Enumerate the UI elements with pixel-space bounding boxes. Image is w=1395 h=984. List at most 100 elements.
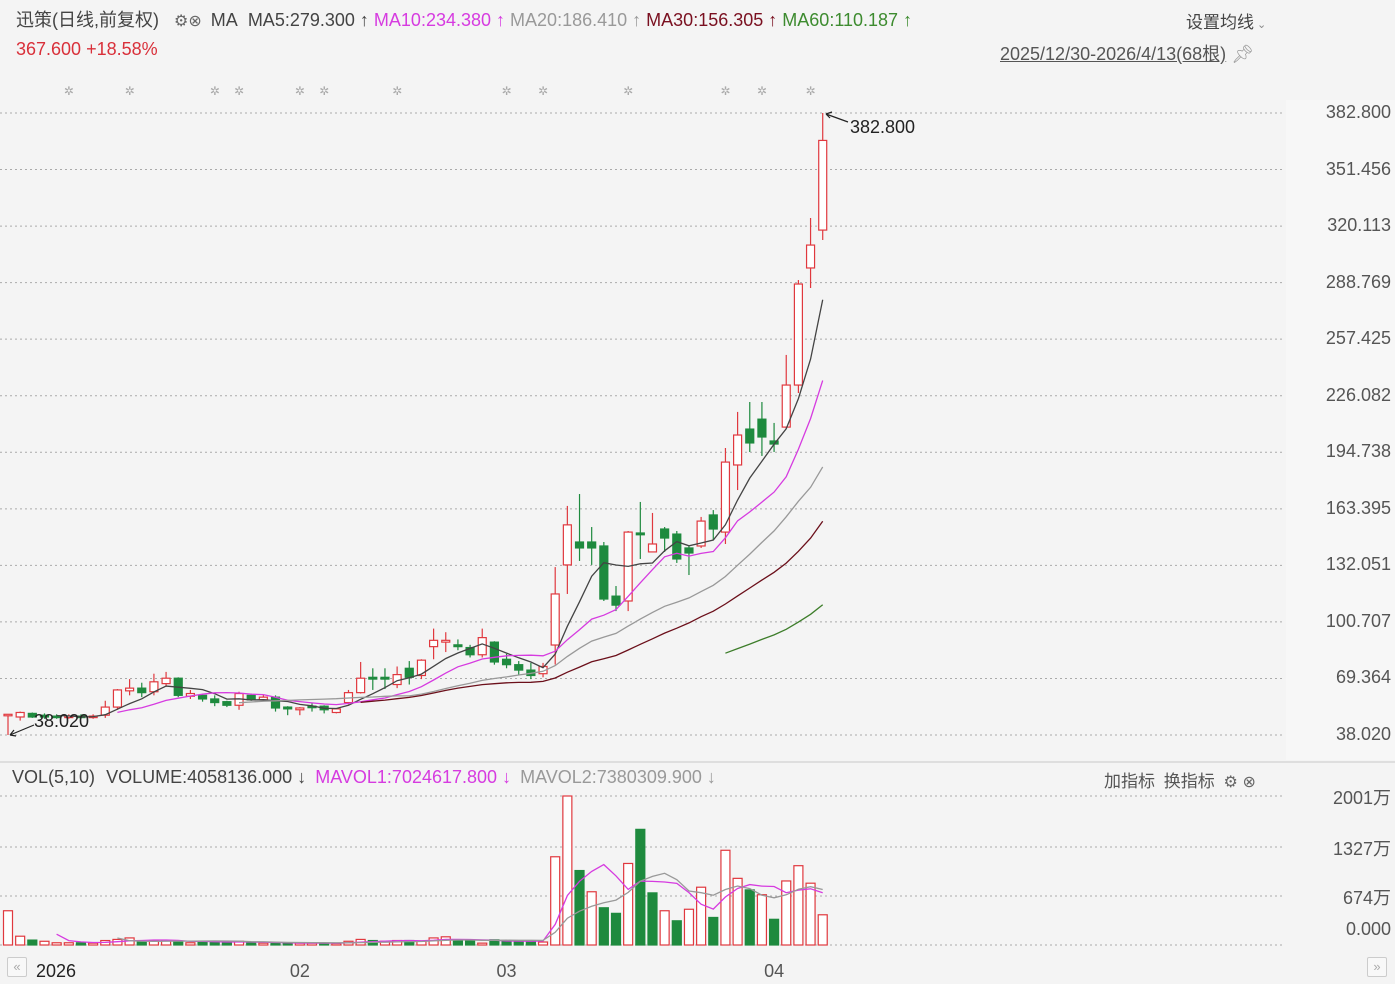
candle-body (270, 696, 281, 709)
event-marker-icon: ✲ (210, 84, 220, 98)
volume-bar (27, 939, 38, 946)
event-marker-icon: ✲ (64, 84, 74, 98)
ma20-value: MA20:186.410 ↑ (510, 10, 641, 30)
volume-value: VOLUME:4058136.000 (106, 767, 293, 787)
last-price: 367.600 (16, 39, 82, 59)
arrow-up-icon: ↑ (359, 10, 369, 30)
arrow-down-icon: ↓ (502, 767, 512, 787)
volume-bar (537, 941, 549, 946)
volume-bar (75, 942, 87, 946)
candle-body (574, 541, 585, 549)
add-indicator-button[interactable]: 加指标 (1104, 772, 1155, 791)
volume-bar (136, 941, 147, 946)
volume-bar (452, 939, 464, 946)
volume-bar (185, 942, 196, 946)
volume-tick-label: 1327万 (1332, 839, 1391, 859)
volume-bar (683, 908, 695, 946)
candle-body (587, 541, 597, 549)
ma30-label: MA30:156.305 (646, 10, 764, 30)
volume-bar (647, 892, 658, 946)
date-range-link[interactable]: 2025/12/30-2026/4/13(68根) (1000, 44, 1227, 64)
candle-body (197, 694, 208, 700)
volume-bar (88, 942, 99, 946)
arrow-down-icon: ↓ (706, 767, 716, 787)
vol-indicator-label[interactable]: VOL(5,10) (12, 767, 96, 787)
price-tick-label: 163.395 (1325, 497, 1391, 518)
date-tick-label: 03 (496, 961, 517, 981)
volume-bar (756, 894, 768, 946)
event-marker-icon: ✲ (806, 84, 816, 98)
volume-bar (696, 886, 707, 946)
ma-settings-label: 设置均线 (1186, 13, 1254, 32)
candle-body (635, 532, 645, 536)
candle-body (283, 706, 293, 710)
volume-bar (39, 940, 50, 946)
volume-bar (708, 916, 719, 946)
ma10-value: MA10:234.380 ↑ (374, 10, 505, 30)
candle-body (429, 639, 439, 648)
volume-bar (671, 920, 682, 946)
event-marker-icon: ✲ (234, 84, 244, 98)
pin-icon[interactable]: 📌︎ (1231, 44, 1255, 64)
price-tick-label: 100.707 (1325, 610, 1391, 631)
candle-body (356, 677, 366, 694)
switch-indicator-button[interactable]: 换指标 (1163, 772, 1215, 791)
volume-bar (464, 940, 476, 946)
gear-icon[interactable]: ⚙ (1223, 774, 1238, 791)
price-tick-label: 257.425 (1325, 328, 1391, 349)
volume-tools: 加指标 换指标 ⚙ ⊗ (1104, 767, 1256, 792)
price-change: 367.600 +18.58% (16, 39, 158, 60)
event-marker-icon: ✲ (295, 84, 305, 98)
event-marker-icon: ✲ (319, 84, 329, 98)
ma60-line (725, 604, 824, 654)
volume-bar (270, 942, 281, 946)
arrow-up-icon: ↑ (632, 10, 642, 30)
mavol1-value: MAVOL1:7024617.800 (315, 767, 498, 787)
volume-bar (732, 877, 743, 946)
gear-icon[interactable]: ⚙ (174, 13, 189, 30)
volume-bar (793, 865, 804, 946)
candle-body (27, 712, 37, 718)
event-marker-icon: ✲ (538, 84, 548, 98)
close-circle-icon[interactable]: ⊗ (188, 13, 202, 30)
ma-settings-dropdown[interactable]: 设置均线 ⌄ (1186, 8, 1266, 33)
candle-body (514, 664, 524, 671)
scroll-right-button[interactable]: » (1367, 957, 1387, 977)
volume-bar (2, 910, 14, 946)
scroll-left-button[interactable]: « (7, 957, 27, 977)
volume-bar (574, 869, 585, 946)
candle-body (112, 689, 123, 708)
price-tick-label: 288.769 (1325, 271, 1391, 292)
date-tick-label: 2026 (36, 961, 77, 981)
candle-body (720, 461, 731, 533)
event-marker-icon: ✲ (623, 84, 633, 98)
event-marker-icon: ✲ (502, 84, 512, 98)
price-tick-label: 38.020 (1335, 724, 1391, 744)
volume-tick-label: 0.000 (1345, 919, 1391, 939)
candle-body (550, 593, 560, 646)
candle-body (161, 677, 171, 685)
candle-body (611, 595, 621, 606)
price-axis-background (1286, 100, 1395, 760)
candle-body (15, 711, 25, 718)
candle-body (672, 533, 682, 560)
volume-bar (623, 862, 634, 946)
candle-body (39, 714, 50, 718)
candle-body (793, 283, 804, 386)
stock-title[interactable]: 迅策(日线,前复权) (16, 10, 159, 30)
arrow-up-icon: ↑ (903, 10, 913, 30)
volume-bar (197, 941, 208, 946)
close-circle-icon[interactable]: ⊗ (1242, 774, 1256, 791)
ma60-value: MA60:110.187 ↑ (782, 10, 912, 30)
ma30-value: MA30:156.305 ↑ (646, 10, 777, 30)
volume-bar (659, 910, 670, 946)
date-range[interactable]: 2025/12/30-2026/4/13(68根) 📌︎ (1000, 40, 1254, 66)
chevron-down-icon: ⌄ (1254, 19, 1267, 31)
candle-body (732, 434, 743, 466)
volume-bar (173, 940, 184, 946)
candle-body (757, 418, 767, 438)
volume-bar (610, 912, 622, 946)
candle-body (137, 687, 147, 694)
ma30-line (360, 520, 824, 704)
